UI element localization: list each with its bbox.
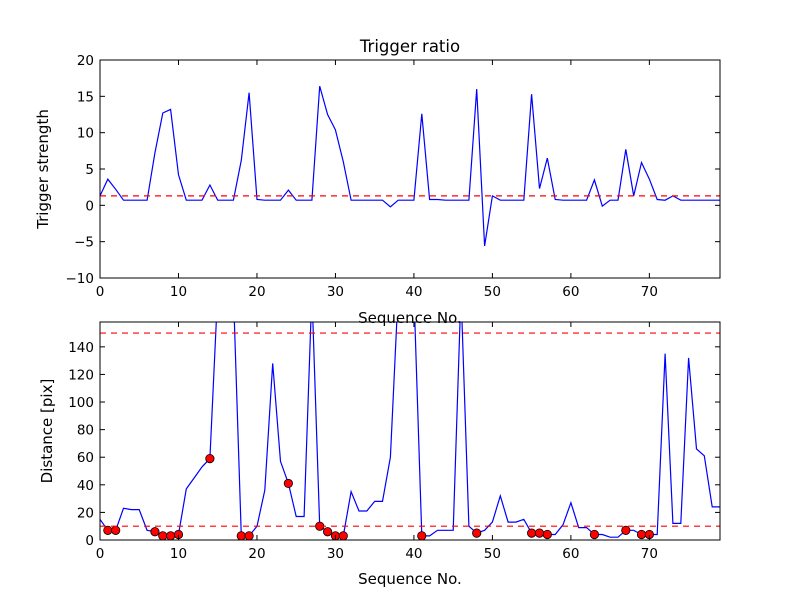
x-tick-label: 0 (96, 546, 105, 562)
series-line (100, 322, 720, 538)
y-tick-label: 40 (77, 478, 94, 494)
y-tick-label: 0 (85, 198, 94, 214)
data-point (338, 531, 348, 540)
y-tick-label: 80 (77, 423, 94, 439)
y-tick-label: 60 (77, 450, 94, 466)
data-point (322, 527, 333, 537)
data-point (283, 478, 293, 489)
data-point (417, 531, 427, 540)
data-point (158, 531, 168, 540)
x-tick-label: 20 (248, 546, 265, 562)
data-point (205, 453, 215, 464)
x-tick-label: 0 (96, 284, 105, 300)
x-tick-label: 60 (562, 284, 579, 300)
x-tick-label: 30 (327, 546, 344, 562)
data-point (527, 528, 537, 538)
x-tick-label: 40 (405, 546, 422, 562)
y-tick-label: 120 (68, 367, 94, 383)
y-tick-label: 20 (77, 505, 94, 521)
data-point (542, 529, 552, 540)
x-tick-label: 70 (641, 546, 658, 562)
y-tick-label: −10 (66, 271, 95, 287)
x-axis-label: Sequence No. (358, 309, 462, 327)
data-point (472, 528, 482, 538)
y-axis-label: Trigger strength (34, 109, 52, 230)
y-tick-label: 140 (68, 340, 94, 356)
x-tick-label: 20 (248, 284, 265, 300)
plot-area (100, 322, 720, 540)
distance-chart: 0 10 20 30 40 50 60 70 0 20 40 60 80 100 120 140 Sequen… (38, 321, 721, 588)
y-tick-label: 0 (85, 533, 94, 549)
data-point (103, 525, 113, 535)
data-point (589, 529, 600, 540)
chart-title: Trigger ratio (359, 37, 460, 56)
y-tick-label: 15 (77, 89, 94, 105)
data-point (534, 528, 545, 538)
axes: 0 10 20 30 40 50 60 70 −10 −5 0 5 10 15 20 (66, 53, 720, 300)
x-tick-label: 10 (170, 284, 187, 300)
y-tick-label: −5 (74, 235, 94, 251)
data-point (244, 531, 254, 540)
plot-area (100, 86, 720, 247)
x-axis-label: Sequence No. (358, 570, 462, 588)
x-tick-label: 60 (562, 546, 579, 562)
axes: 0 10 20 30 40 50 60 70 0 20 40 60 80 100 120 140 (68, 322, 720, 562)
x-tick-label: 70 (641, 284, 658, 300)
y-axis-label: Distance [pix] (38, 379, 56, 484)
trigger-ratio-chart: Trigger ratio 0 10 20 30 40 50 60 70 −10 −5 0 5 10 15… (34, 37, 721, 327)
data-point (166, 531, 176, 540)
data-point (150, 527, 160, 537)
series-line (100, 86, 720, 247)
data-point (236, 531, 246, 540)
y-tick-label: 10 (77, 126, 94, 142)
x-tick-label: 50 (484, 284, 501, 300)
x-tick-label: 50 (484, 546, 501, 562)
x-tick-label: 40 (405, 284, 422, 300)
data-point (621, 525, 631, 535)
axes-frame (99, 321, 721, 541)
y-tick-label: 5 (85, 162, 94, 178)
x-tick-label: 30 (327, 284, 344, 300)
data-point (111, 525, 121, 535)
y-tick-label: 100 (68, 395, 94, 411)
y-tick-label: 20 (77, 53, 94, 69)
data-point (636, 529, 647, 540)
x-tick-label: 10 (170, 546, 187, 562)
